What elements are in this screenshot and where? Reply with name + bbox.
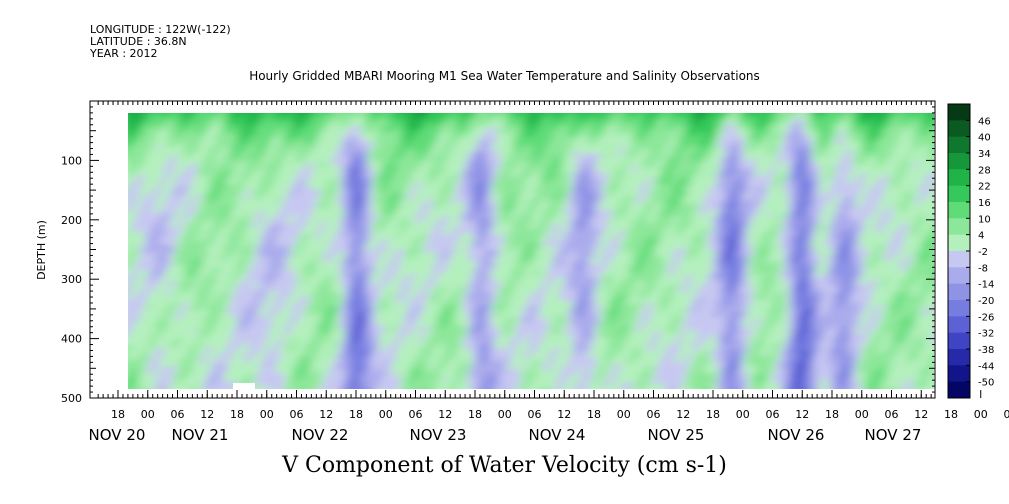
- colorbar-label: 4: [978, 231, 984, 242]
- colorbar-label: -26: [978, 312, 994, 323]
- colorbar-swatch: [948, 234, 970, 252]
- colorbar-label: -2: [978, 247, 988, 258]
- x-hour-label: 00: [855, 408, 869, 421]
- y-tick-label: 100: [61, 154, 82, 167]
- colorbar-swatch: [948, 381, 970, 399]
- missing-data-patch: [233, 383, 255, 389]
- colorbar-swatch: [948, 251, 970, 268]
- colorbar-swatch: [948, 349, 970, 366]
- colorbar-swatch: [948, 365, 970, 383]
- colorbar-swatch: [948, 267, 970, 285]
- colorbar-swatch: [948, 300, 970, 317]
- x-hour-label: 06: [766, 408, 780, 421]
- x-hour-label: 06: [409, 408, 423, 421]
- colorbar-swatch: [948, 120, 970, 138]
- colorbar-swatch: [948, 283, 970, 301]
- chart-title: Hourly Gridded MBARI Mooring M1 Sea Wate…: [249, 69, 760, 83]
- colorbar-label: -32: [978, 329, 994, 340]
- x-hour-label: 18: [468, 408, 482, 421]
- colorbar-swatch: [948, 153, 970, 170]
- x-hour-label: 12: [914, 408, 928, 421]
- x-hour-label: 12: [200, 408, 214, 421]
- y-tick-label: 300: [61, 273, 82, 286]
- colorbar-label: -8: [978, 263, 988, 274]
- heatmap-field: [128, 113, 934, 389]
- x-hour-label: 00: [260, 408, 274, 421]
- x-hour-label: 00: [498, 408, 512, 421]
- x-date-label: NOV 25: [648, 426, 705, 444]
- colorbar-swatch: [948, 104, 970, 121]
- x-hour-label: 12: [795, 408, 809, 421]
- x-hour-label: 00: [617, 408, 631, 421]
- colorbar-label: 28: [978, 165, 991, 176]
- x-date-label: NOV 21: [172, 426, 229, 444]
- y-tick-label: 500: [61, 392, 82, 405]
- colorbar-label: -38: [978, 345, 994, 356]
- metadata-block: LONGITUDE : 122W(-122) LATITUDE : 36.8N …: [90, 24, 231, 60]
- colorbar-swatch: [948, 332, 970, 350]
- x-hour-label: 06: [290, 408, 304, 421]
- x-date-label: NOV 26: [768, 426, 825, 444]
- latitude-label: LATITUDE : 36.8N: [90, 35, 187, 48]
- colorbar-swatch: [948, 218, 970, 236]
- colorbar-label: -44: [978, 361, 994, 372]
- x-hour-label: 00: [379, 408, 393, 421]
- x-date-label: NOV 27: [865, 426, 922, 444]
- x-date-label: NOV 23: [410, 426, 467, 444]
- x-hour-label: 18: [825, 408, 839, 421]
- colorbar-swatch: [948, 136, 970, 154]
- x-hour-label: 12: [438, 408, 452, 421]
- colorbar-swatch: [948, 169, 970, 187]
- x-hour-label: 18: [230, 408, 244, 421]
- y-axis-label: DEPTH (m): [35, 220, 48, 280]
- colorbar-label: 10: [978, 214, 991, 225]
- x-hour-label: 18: [349, 408, 363, 421]
- y-tick-label: 400: [61, 333, 82, 346]
- y-tick-label: 200: [61, 214, 82, 227]
- x-hour-label: 12: [557, 408, 571, 421]
- x-hour-label: 06: [647, 408, 661, 421]
- colorbar-swatch: [948, 185, 970, 203]
- x-hour-label: 06: [885, 408, 899, 421]
- x-hour-label: 18: [706, 408, 720, 421]
- colorbar-label: -50: [978, 378, 994, 389]
- year-label: YEAR : 2012: [90, 47, 158, 60]
- x-hour-label: 00: [141, 408, 155, 421]
- colorbar-label: -14: [978, 280, 994, 291]
- colorbar-label: -20: [978, 296, 994, 307]
- colorbar: 46 40 34 28 22 16 10 4 -2 -8 -14 -20 -26 -32 -38 -44 -50: [947, 103, 994, 399]
- x-date-label: NOV 24: [529, 426, 586, 444]
- colorbar-label: 46: [978, 116, 991, 127]
- x-axis-label: V Component of Water Velocity (cm s-1): [282, 453, 727, 478]
- x-hour-label: 06: [171, 408, 185, 421]
- x-hour-label: 12: [319, 408, 333, 421]
- colorbar-swatch: [948, 316, 970, 334]
- colorbar-swatch: [948, 202, 970, 219]
- colorbar-label: 16: [978, 198, 991, 209]
- longitude-label: LONGITUDE : 122W(-122): [90, 23, 231, 36]
- colorbar-label: 34: [978, 149, 991, 160]
- x-hour-label: 18: [587, 408, 601, 421]
- x-hour-label: 00: [736, 408, 750, 421]
- x-axis-ticks: 18 00 06 12 18 00 06 12 18 00 06 12 18 00 06 12 18 00 06 12…: [89, 101, 1009, 444]
- x-hour-label: 18: [111, 408, 125, 421]
- x-date-label: NOV 22: [292, 426, 349, 444]
- x-hour-label: 06: [1004, 408, 1009, 421]
- x-hour-label: 06: [528, 408, 542, 421]
- x-hour-label: 12: [676, 408, 690, 421]
- y-axis-ticks: 100 200 300 400 500: [61, 106, 935, 405]
- x-hour-label: 18: [944, 408, 958, 421]
- x-date-label: NOV 20: [89, 426, 146, 444]
- colorbar-label: 40: [978, 133, 991, 144]
- x-hour-label: 00: [974, 408, 988, 421]
- colorbar-label: 22: [978, 182, 991, 193]
